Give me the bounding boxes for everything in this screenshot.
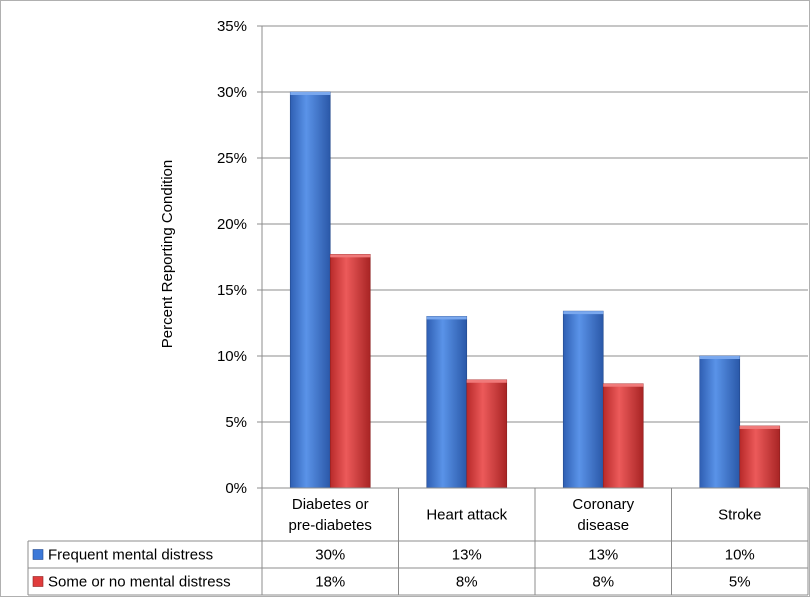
y-tick-label: 35%: [217, 18, 247, 35]
bar: [739, 425, 781, 489]
table-value: 13%: [588, 547, 618, 564]
y-tick-label: 10%: [217, 348, 247, 365]
bar: [329, 254, 371, 489]
category-label: pre-diabetes: [289, 517, 372, 534]
category-label: Coronary: [572, 496, 634, 513]
y-tick-label: 0%: [225, 480, 247, 497]
y-tick-label: 25%: [217, 150, 247, 167]
bar: [426, 316, 468, 489]
legend-swatch: [32, 576, 44, 587]
bar-top: [290, 92, 331, 95]
bars: [289, 91, 781, 489]
bar: [602, 383, 644, 489]
table-value: 10%: [725, 547, 755, 564]
bar-top: [739, 425, 780, 429]
table-value: 18%: [315, 574, 345, 591]
table-value: 8%: [456, 574, 478, 591]
category-label: Diabetes or: [292, 496, 369, 513]
table-value: 13%: [452, 547, 482, 564]
bar-top: [426, 316, 467, 320]
legend-label: Frequent mental distress: [48, 547, 213, 564]
bar-top: [563, 311, 604, 315]
legend-swatch: [32, 549, 44, 560]
bar-top: [330, 254, 371, 258]
bar: [562, 310, 604, 489]
bar: [466, 379, 508, 489]
bar-top: [466, 379, 507, 383]
category-label: disease: [577, 517, 629, 534]
category-label: Stroke: [718, 507, 761, 524]
y-tick-label: 15%: [217, 282, 247, 299]
y-tick-label: 30%: [217, 84, 247, 101]
bar-top: [603, 383, 644, 387]
table-value: 8%: [592, 574, 614, 591]
table-value: 5%: [729, 574, 751, 591]
y-tick-label: 5%: [225, 414, 247, 431]
category-label: Heart attack: [426, 507, 507, 524]
table-value: 30%: [315, 547, 345, 564]
data-table: Diabetes or pre-diabetes Heart attack Coron…: [27, 487, 809, 596]
y-axis: 0% 5% 10% 15% 20% 25% 30% 35%: [217, 18, 263, 497]
legend-label: Some or no mental distress: [48, 574, 231, 591]
bar: [289, 91, 331, 489]
bar-top: [699, 356, 740, 359]
y-tick-label: 20%: [217, 216, 247, 233]
bar: [699, 355, 741, 489]
y-axis-label: Percent Reporting Condition: [159, 160, 176, 348]
